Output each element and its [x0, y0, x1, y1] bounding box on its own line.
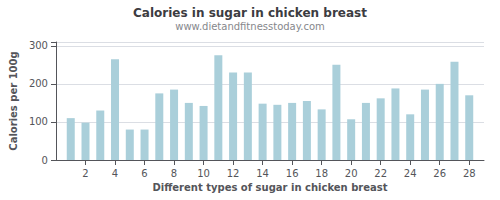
svg-text:300: 300: [29, 40, 48, 51]
svg-text:0: 0: [42, 155, 48, 166]
svg-text:4: 4: [112, 168, 118, 179]
svg-text:200: 200: [29, 78, 48, 89]
svg-text:26: 26: [433, 168, 446, 179]
svg-text:24: 24: [404, 168, 417, 179]
svg-text:8: 8: [171, 168, 177, 179]
svg-text:Calories per 100g: Calories per 100g: [8, 51, 19, 150]
svg-text:16: 16: [286, 168, 299, 179]
svg-text:28: 28: [463, 168, 476, 179]
svg-text:100: 100: [29, 116, 48, 127]
svg-text:Different types of sugar in ch: Different types of sugar in chicken brea…: [152, 182, 387, 193]
svg-text:12: 12: [227, 168, 240, 179]
svg-text:2: 2: [82, 168, 88, 179]
svg-text:10: 10: [197, 168, 210, 179]
svg-text:14: 14: [256, 168, 269, 179]
svg-text:Calories in sugar in chicken b: Calories in sugar in chicken breast: [133, 6, 367, 20]
svg-text:18: 18: [315, 168, 328, 179]
svg-text:20: 20: [345, 168, 358, 179]
svg-text:www.dietandfitnesstoday.com: www.dietandfitnesstoday.com: [175, 21, 324, 32]
svg-text:22: 22: [374, 168, 387, 179]
svg-text:6: 6: [141, 168, 147, 179]
